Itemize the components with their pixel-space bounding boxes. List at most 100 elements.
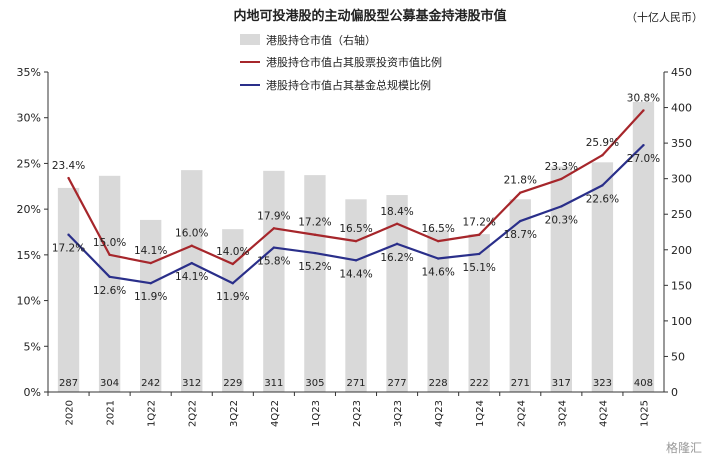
bar-value-label: 305 [305, 378, 324, 389]
series-point-1 [354, 259, 358, 262]
series-1-data-label: 16.2% [380, 252, 413, 264]
series-point-0 [67, 176, 70, 180]
x-tick-label: 4Q24 [598, 400, 609, 427]
series-1-data-label: 17.2% [52, 243, 85, 255]
bar-value-label: 311 [264, 378, 283, 389]
bar [509, 199, 531, 392]
x-tick-label: 4Q22 [270, 400, 281, 427]
series-point-0 [560, 177, 563, 181]
series-1-data-label: 20.3% [545, 214, 578, 226]
x-tick-label: 1Q25 [639, 400, 650, 427]
series-point-0 [601, 154, 604, 157]
legend: 港股持仓市值（右轴） 港股持仓市值占其股票投资市值比例 港股持仓市值占其基金总规… [240, 33, 442, 92]
legend-item-series-1: 港股持仓市值占其基金总规模比例 [240, 78, 431, 92]
series-0-data-label: 25.9% [586, 137, 619, 149]
x-tick-label: 4Q23 [434, 400, 445, 427]
y-left-tick-label: 20% [17, 203, 41, 216]
bar [181, 170, 203, 392]
y-left-tick-label: 10% [17, 295, 41, 308]
x-tick-label: 2Q22 [188, 400, 199, 427]
series-point-0 [436, 239, 440, 243]
bar-value-label: 287 [59, 378, 78, 389]
series-0-data-label: 23.3% [545, 161, 578, 173]
bar [591, 162, 614, 392]
y-right-tick-label: 100 [671, 315, 692, 328]
series-point-1 [67, 233, 70, 236]
y-right-tick-label: 0 [671, 386, 678, 399]
series-0-data-label: 30.8% [627, 92, 660, 104]
x-tick-label: 1Q24 [475, 400, 486, 427]
series-point-1 [642, 143, 645, 147]
series-point-0 [149, 261, 152, 265]
series-0-data-label: 15.0% [93, 237, 126, 249]
legend-label-series-1: 港股持仓市值占其基金总规模比例 [266, 78, 431, 92]
series-1-data-label: 15.2% [298, 261, 331, 273]
series-point-1 [478, 252, 481, 256]
series-point-1 [313, 251, 317, 255]
x-tick-label: 2021 [106, 400, 117, 425]
legend-item-series-0: 港股持仓市值占其股票投资市值比例 [240, 55, 442, 69]
legend-label-series-0: 港股持仓市值占其股票投资市值比例 [266, 55, 442, 69]
series-1-data-label: 15.1% [463, 262, 496, 274]
bar [632, 101, 655, 392]
y-right-tick-label: 50 [671, 350, 685, 363]
watermark: 格隆汇 [666, 440, 702, 455]
series-0-data-label: 23.4% [52, 160, 85, 172]
legend-label-bars: 港股持仓市值（右轴） [266, 33, 376, 47]
y-left-tick-label: 5% [24, 340, 41, 353]
series-point-0 [272, 227, 276, 230]
bar [263, 170, 285, 392]
series-1-data-label: 27.0% [627, 153, 660, 165]
series-0-data-label: 14.0% [216, 246, 249, 258]
x-tick-label: 3Q24 [557, 400, 568, 427]
series-0-data-label: 14.1% [134, 245, 167, 257]
series-point-1 [395, 242, 399, 246]
series-0-data-label: 17.2% [463, 217, 496, 229]
bar-value-label: 304 [100, 378, 119, 389]
x-tick-label: 3Q23 [393, 400, 404, 427]
series-point-1 [272, 246, 276, 249]
x-tick-label: 1Q23 [311, 400, 322, 427]
series-1-data-label: 14.6% [421, 267, 454, 279]
series-1-data-label: 18.7% [504, 229, 537, 241]
bar [427, 229, 449, 392]
legend-item-bars: 港股持仓市值（右轴） [240, 33, 376, 47]
series-point-1 [560, 205, 563, 208]
series-1-data-label: 11.9% [134, 291, 167, 303]
bar-value-label: 323 [593, 378, 612, 389]
series-1-data-label: 12.6% [93, 285, 126, 297]
x-tick-label: 2020 [65, 400, 76, 425]
y-right-tick-label: 250 [671, 208, 692, 221]
bar-value-label: 317 [552, 378, 571, 389]
series-point-0 [190, 244, 193, 247]
series-point-0 [519, 191, 522, 194]
series-point-0 [642, 109, 645, 112]
bar [468, 234, 490, 392]
y-left-tick-label: 25% [17, 157, 41, 170]
series-0-data-label: 18.4% [380, 206, 413, 218]
series-point-1 [436, 257, 440, 260]
series-point-0 [354, 239, 358, 243]
series-0-data-label: 21.8% [504, 175, 537, 187]
y-right-tick-label: 300 [671, 173, 692, 186]
series-point-1 [149, 282, 152, 285]
chart-title: 内地可投港股的主动偏股型公募基金持港股市值 [233, 8, 506, 24]
series-point-1 [519, 219, 522, 223]
bar-value-label: 408 [634, 378, 653, 389]
bar-value-label: 229 [223, 378, 242, 389]
bar [304, 175, 326, 392]
unit-label: （十亿人民币） [626, 10, 703, 24]
series-point-0 [108, 253, 111, 257]
series-1-data-label: 14.4% [339, 268, 372, 280]
y-right-tick-label: 150 [671, 279, 692, 292]
y-right-tick-label: 400 [671, 102, 692, 115]
y-right-tick-label: 350 [671, 137, 692, 150]
series-1-data-label: 11.9% [216, 291, 249, 303]
series-point-0 [231, 262, 234, 266]
y-left-tick-label: 15% [17, 249, 41, 262]
series-1-data-label: 14.1% [175, 271, 208, 283]
bar-value-label: 277 [388, 378, 407, 389]
series-0-data-label: 16.5% [421, 223, 454, 235]
legend-bar-swatch [240, 34, 260, 45]
